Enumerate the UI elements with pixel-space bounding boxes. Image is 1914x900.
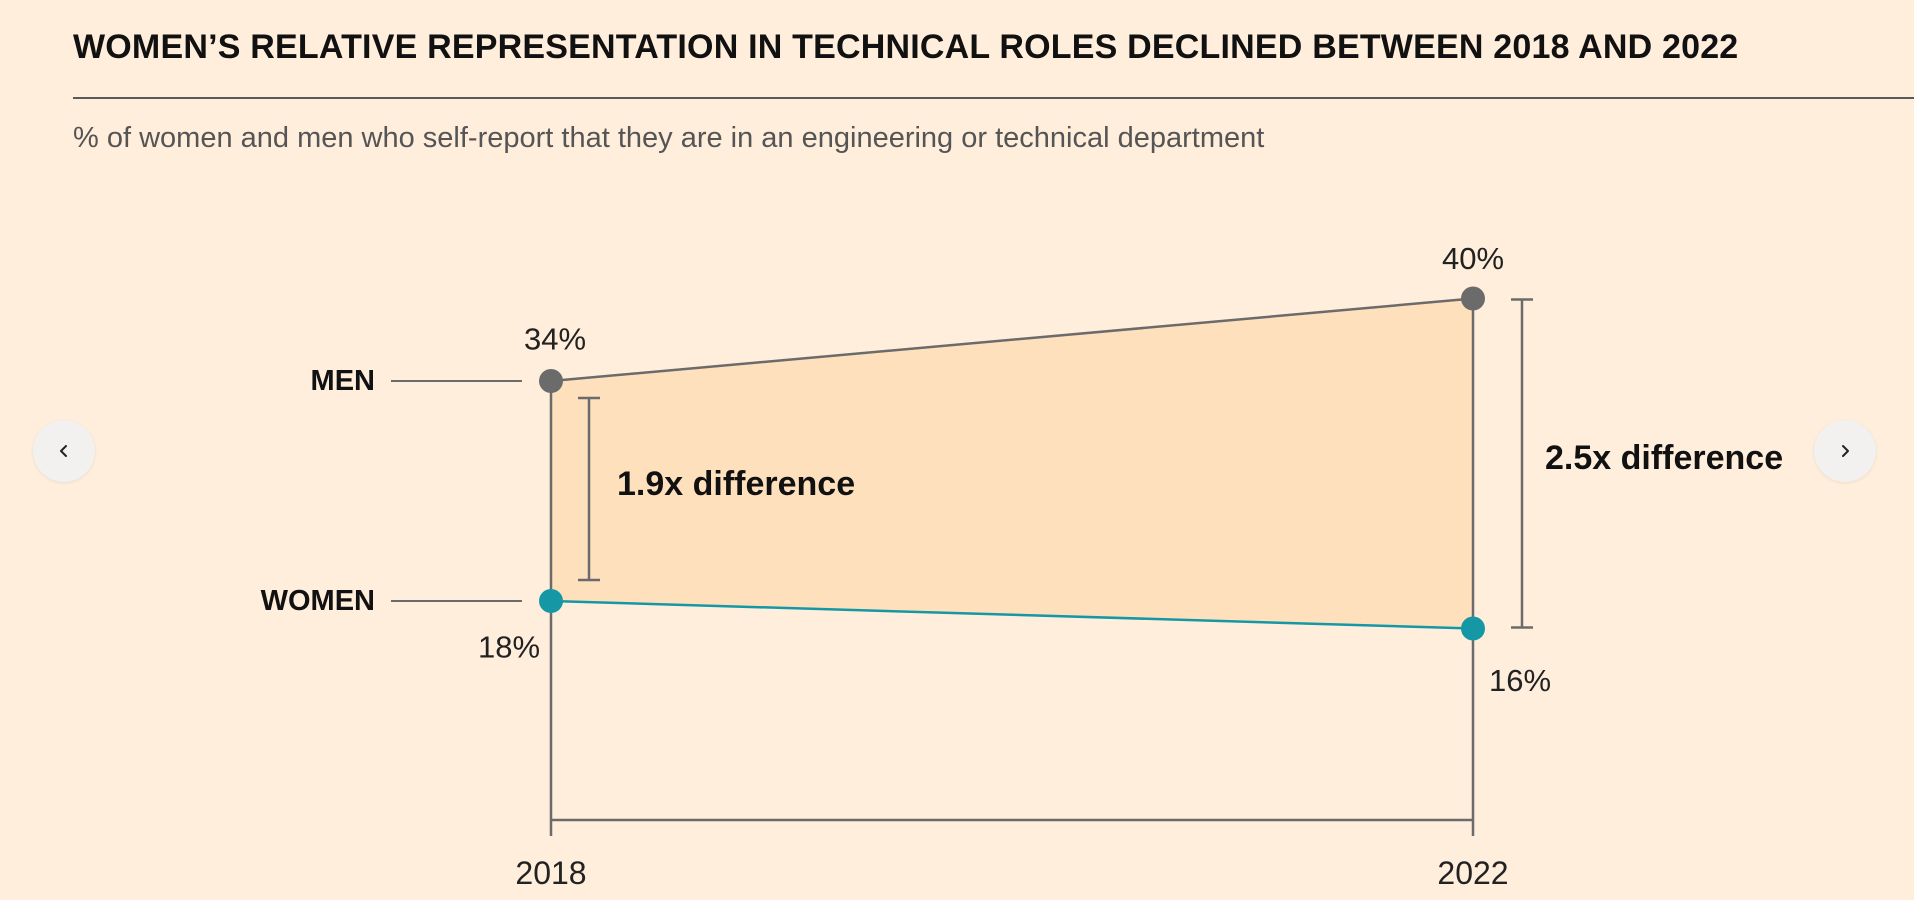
chart-title: WOMEN’S RELATIVE REPRESENTATION IN TECHN…: [73, 28, 1739, 66]
legend-label-women: WOMEN: [261, 585, 375, 617]
chevron-right-icon: [1842, 445, 1849, 457]
difference-annotation-2022: 2.5x difference: [1545, 439, 1783, 477]
next-slide-button[interactable]: [1814, 420, 1876, 482]
x-tick-label-2018: 2018: [515, 855, 586, 891]
chevron-left-icon: [60, 445, 67, 457]
gap-area: [551, 298, 1473, 629]
data-label-women-2022: 16%: [1489, 663, 1551, 698]
x-tick-label-2022: 2022: [1437, 855, 1508, 891]
difference-bracket-2018: [578, 396, 600, 582]
difference-bracket-2022: [1511, 298, 1533, 629]
series-line-women: [550, 599, 1474, 630]
data-point-men-2018: [539, 369, 563, 393]
chart-subtitle: % of women and men who self-report that …: [73, 122, 1265, 154]
difference-annotation-2018: 1.9x difference: [617, 465, 855, 503]
previous-slide-button[interactable]: [33, 420, 95, 482]
data-label-men-2022: 40%: [1442, 241, 1504, 276]
data-label-men-2018: 34%: [524, 322, 586, 357]
legend-label-men: MEN: [311, 365, 375, 397]
data-point-women-2022: [1461, 616, 1485, 641]
data-label-women-2018: 18%: [478, 630, 540, 665]
title-divider: [73, 97, 1914, 99]
series-line-men: [550, 297, 1474, 383]
data-point-women-2018: [539, 589, 563, 613]
data-point-men-2022: [1461, 286, 1485, 311]
